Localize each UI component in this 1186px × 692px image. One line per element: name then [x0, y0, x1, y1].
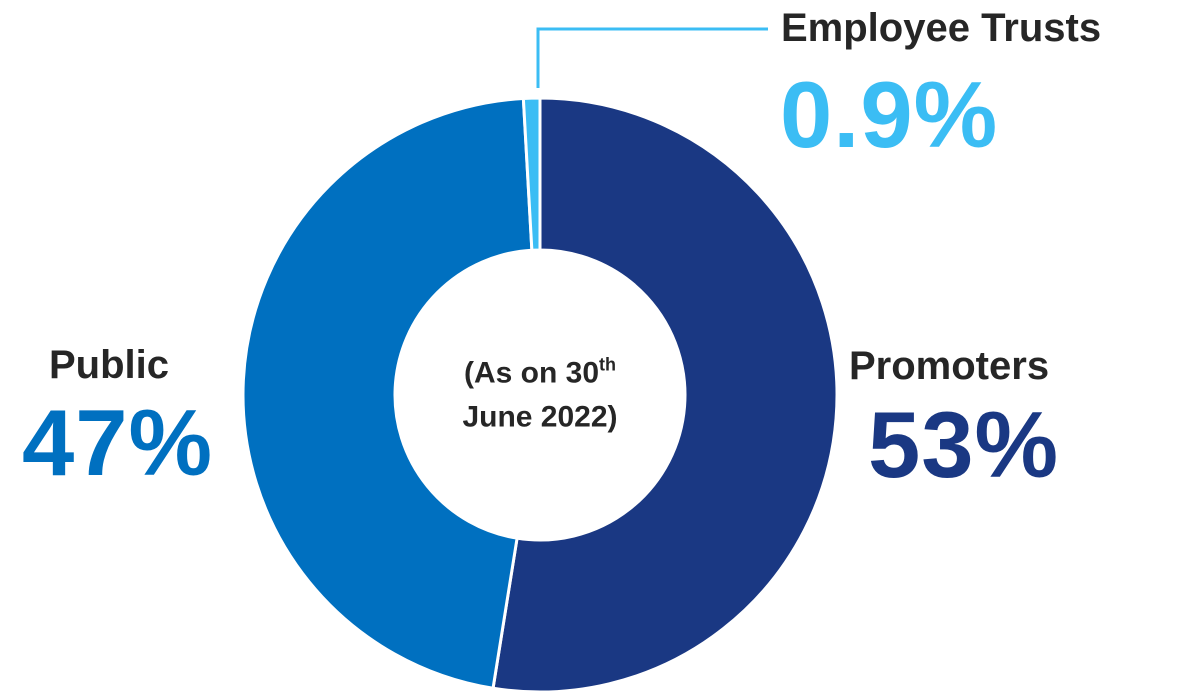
employee-trusts-label: Employee Trusts — [781, 6, 1102, 50]
promoters-value: 53% — [868, 392, 1060, 497]
donut-center-label: (As on 30th June 2022) — [462, 352, 617, 439]
promoters-label: Promoters — [849, 344, 1050, 388]
slice-promoters — [491, 96, 839, 692]
employee-trusts-leader-line — [536, 27, 768, 88]
center-label-line2: June 2022) — [462, 400, 618, 433]
donut-slices — [241, 96, 839, 692]
center-label-superscript: th — [599, 354, 617, 375]
center-label-line1: (As on 30 — [463, 356, 600, 390]
public-value: 47% — [22, 390, 214, 495]
slice-employee-trusts — [521, 96, 542, 252]
slice-public — [241, 96, 534, 690]
public-label: Public — [49, 343, 170, 387]
employee-trusts-value: 0.9% — [780, 62, 999, 167]
